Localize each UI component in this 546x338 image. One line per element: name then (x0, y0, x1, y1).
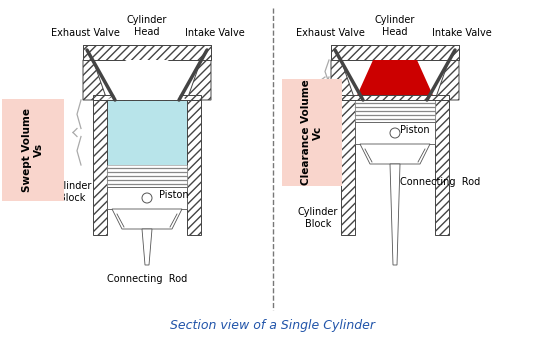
Polygon shape (187, 60, 211, 100)
Polygon shape (390, 164, 400, 265)
Polygon shape (435, 60, 459, 100)
Polygon shape (142, 229, 152, 265)
Circle shape (390, 128, 400, 138)
Polygon shape (112, 209, 182, 229)
Text: Exhaust Valve: Exhaust Valve (295, 28, 364, 38)
Polygon shape (331, 45, 459, 60)
Bar (93, 100, 107, 235)
Bar (83, 45, 211, 60)
Text: Cylinder
Block: Cylinder Block (52, 181, 92, 203)
Bar (107, 100, 187, 165)
Text: Cylinder
Head: Cylinder Head (375, 15, 415, 37)
Text: Connecting  Rod: Connecting Rod (107, 274, 187, 284)
Text: Connecting  Rod: Connecting Rod (400, 177, 480, 187)
Text: Intake Valve: Intake Valve (185, 28, 245, 38)
Text: Exhaust Valve: Exhaust Valve (51, 28, 120, 38)
Bar (341, 95, 449, 100)
Polygon shape (331, 60, 355, 100)
Polygon shape (83, 45, 211, 60)
Text: Section view of a Single Cylinder: Section view of a Single Cylinder (170, 318, 376, 332)
Polygon shape (107, 60, 187, 100)
Bar (107, 187, 187, 209)
Text: Intake Valve: Intake Valve (432, 28, 492, 38)
Polygon shape (360, 144, 430, 164)
Bar (355, 122, 435, 144)
Polygon shape (355, 60, 435, 100)
Bar (341, 100, 355, 235)
Circle shape (142, 193, 152, 203)
Bar (93, 95, 201, 100)
Bar (355, 100, 435, 122)
Text: Cylinder
Block: Cylinder Block (298, 207, 338, 229)
Polygon shape (83, 60, 107, 100)
Bar (435, 100, 449, 235)
Text: Piston: Piston (159, 190, 188, 200)
Text: Piston: Piston (400, 125, 430, 135)
Bar (331, 45, 459, 60)
FancyBboxPatch shape (2, 99, 64, 201)
Text: Cylinder
Head: Cylinder Head (127, 15, 167, 37)
Text: Clearance Volume
Vc: Clearance Volume Vc (301, 80, 323, 185)
Bar (187, 100, 201, 235)
FancyBboxPatch shape (282, 79, 342, 186)
Text: Swept Volume
Vs: Swept Volume Vs (22, 108, 44, 192)
Polygon shape (355, 60, 435, 100)
Bar (107, 165, 187, 187)
